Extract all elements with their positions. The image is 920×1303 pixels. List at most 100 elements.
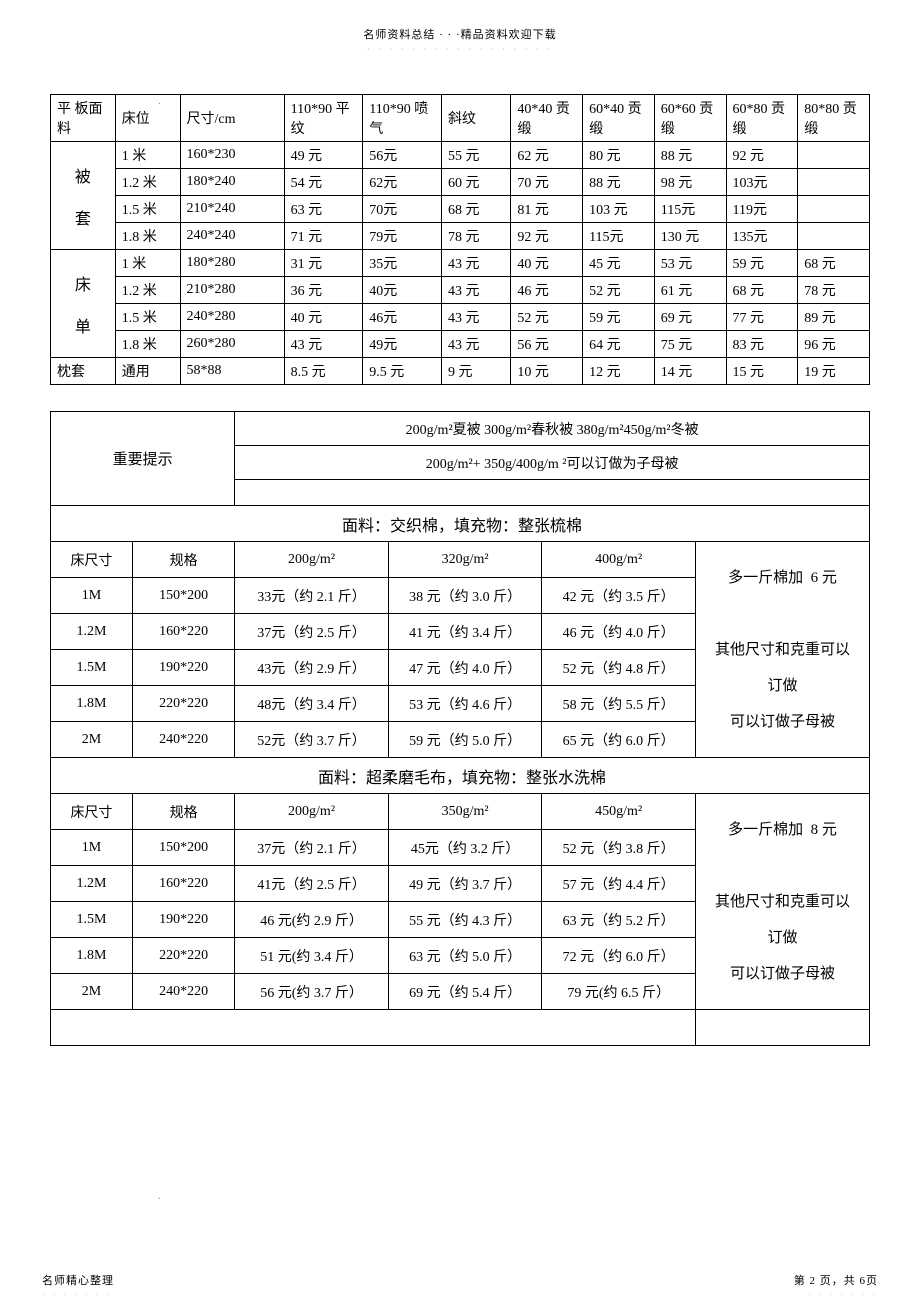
- cell: 33元（约 2.1 斤）: [235, 578, 389, 614]
- important-row: 重要提示 200g/m²夏被 300g/m²春秋被 380g/m²450g/m²…: [51, 412, 870, 446]
- col-bed: 床位: [115, 95, 180, 142]
- cell: 240*280: [180, 304, 284, 331]
- col-h5: 斜纹: [441, 95, 510, 142]
- group-label-0: 被套: [51, 142, 116, 250]
- cell: 56 元: [511, 331, 583, 358]
- cell: 55 元（约 4.3 斤）: [388, 902, 542, 938]
- cell: 53 元（约 4.6 斤）: [388, 686, 542, 722]
- cell: 46 元: [511, 277, 583, 304]
- cell: 70元: [363, 196, 442, 223]
- fabric-price-table: 平 板面料 床位 尺寸/cm 110*90 平纹 110*90 喷气 斜纹 40…: [50, 94, 870, 385]
- cell: 63 元（约 5.0 斤）: [388, 938, 542, 974]
- cell: 69 元（约 5.4 斤）: [388, 974, 542, 1010]
- cell: 115元: [583, 223, 655, 250]
- cell: 135元: [726, 223, 798, 250]
- footer-right-sub: · · · · · · ·: [808, 1290, 878, 1299]
- col-h10: 80*80 贡缎: [798, 95, 870, 142]
- table-row: 1.5 米240*28040 元46元43 元52 元59 元69 元77 元8…: [51, 304, 870, 331]
- cell: 46 元（约 4.0 斤）: [542, 614, 696, 650]
- cell: 98 元: [654, 169, 726, 196]
- cell: 75 元: [654, 331, 726, 358]
- cell: 92 元: [511, 223, 583, 250]
- section2-title: 面料：超柔磨毛布，填充物：整张水洗棉: [51, 758, 870, 794]
- cell: 31 元: [284, 250, 363, 277]
- col-h7: 60*40 贡缎: [583, 95, 655, 142]
- cell: 1.2M: [51, 866, 133, 902]
- cell: 180*280: [180, 250, 284, 277]
- cell: 43元（约 2.9 斤）: [235, 650, 389, 686]
- cell: 160*230: [180, 142, 284, 169]
- note-b: 多一斤棉加 8 元其他尺寸和克重可以订做可以订做子母被: [695, 794, 869, 1010]
- table-row: [51, 1010, 870, 1046]
- cell: 52 元（约 4.8 斤）: [542, 650, 696, 686]
- cell: 88 元: [654, 142, 726, 169]
- cell: 1.5M: [51, 902, 133, 938]
- col-a0: 床尺寸: [51, 542, 133, 578]
- section1-title-row: 面料：交织棉，填充物：整张梳棉: [51, 506, 870, 542]
- cell: 56元: [363, 142, 442, 169]
- important-line1: 200g/m²夏被 300g/m²春秋被 380g/m²450g/m²冬被: [235, 412, 870, 446]
- col-a3: 320g/m²: [388, 542, 542, 578]
- cell: 62元: [363, 169, 442, 196]
- margin-dot: .: [158, 1190, 161, 1202]
- cell: 63 元（约 5.2 斤）: [542, 902, 696, 938]
- cell: 68 元: [798, 250, 870, 277]
- cell: 61 元: [654, 277, 726, 304]
- table-row: 枕套通用58*888.5 元9.5 元9 元10 元12 元14 元15 元19…: [51, 358, 870, 385]
- cell: 9.5 元: [363, 358, 442, 385]
- cell: 45 元: [583, 250, 655, 277]
- cell: 通用: [115, 358, 180, 385]
- cell: 49 元: [284, 142, 363, 169]
- col-b2: 200g/m²: [235, 794, 389, 830]
- cell: 52 元: [583, 277, 655, 304]
- cell: 77 元: [726, 304, 798, 331]
- col-b1: 规格: [132, 794, 234, 830]
- col-h6: 40*40 贡缎: [511, 95, 583, 142]
- cell: 68 元: [441, 196, 510, 223]
- cell: 56 元(约 3.7 斤）: [235, 974, 389, 1010]
- cell: 37元（约 2.5 斤）: [235, 614, 389, 650]
- cell: 130 元: [654, 223, 726, 250]
- cell: 81 元: [511, 196, 583, 223]
- cell: 190*220: [132, 902, 234, 938]
- cell: 45元（约 3.2 斤）: [388, 830, 542, 866]
- important-line2: 200g/m²+ 350g/400g/m ²可以订做为子母被: [235, 446, 870, 480]
- table-header-row: 床尺寸 规格 200g/m² 320g/m² 400g/m² 多一斤棉加 6 元…: [51, 542, 870, 578]
- cell: 88 元: [583, 169, 655, 196]
- cell: 12 元: [583, 358, 655, 385]
- cell: 46 元(约 2.9 斤）: [235, 902, 389, 938]
- col-b3: 350g/m²: [388, 794, 542, 830]
- cell: 40 元: [511, 250, 583, 277]
- cell: 52 元: [511, 304, 583, 331]
- cell: 53 元: [654, 250, 726, 277]
- cell: 115元: [654, 196, 726, 223]
- cell: 8.5 元: [284, 358, 363, 385]
- important-label: 重要提示: [51, 412, 235, 506]
- cell: 43 元: [441, 277, 510, 304]
- cell: 10 元: [511, 358, 583, 385]
- cell: 1M: [51, 830, 133, 866]
- cell: [798, 142, 870, 169]
- cell: 42 元（约 3.5 斤）: [542, 578, 696, 614]
- empty-cell: [235, 480, 870, 506]
- cell: 43 元: [441, 250, 510, 277]
- cell: 59 元（约 5.0 斤）: [388, 722, 542, 758]
- cell: 58*88: [180, 358, 284, 385]
- cell: 1.2M: [51, 614, 133, 650]
- cell: 37元（约 2.1 斤）: [235, 830, 389, 866]
- cell: 68 元: [726, 277, 798, 304]
- cell: 72 元（约 6.0 斤）: [542, 938, 696, 974]
- cell: 1.8 米: [115, 223, 180, 250]
- cell: 160*220: [132, 866, 234, 902]
- cell: 103元: [726, 169, 798, 196]
- cell: 19 元: [798, 358, 870, 385]
- cell: 150*200: [132, 578, 234, 614]
- cell: 240*240: [180, 223, 284, 250]
- table-row: 1.8 米240*24071 元79元78 元92 元115元130 元135元: [51, 223, 870, 250]
- cell: 180*240: [180, 169, 284, 196]
- cell: 枕套: [51, 358, 116, 385]
- footer-left-sub: · · · · · · ·: [42, 1290, 112, 1299]
- col-b0: 床尺寸: [51, 794, 133, 830]
- table-row: 1.8 米260*28043 元49元43 元56 元64 元75 元83 元9…: [51, 331, 870, 358]
- section1-title: 面料：交织棉，填充物：整张梳棉: [51, 506, 870, 542]
